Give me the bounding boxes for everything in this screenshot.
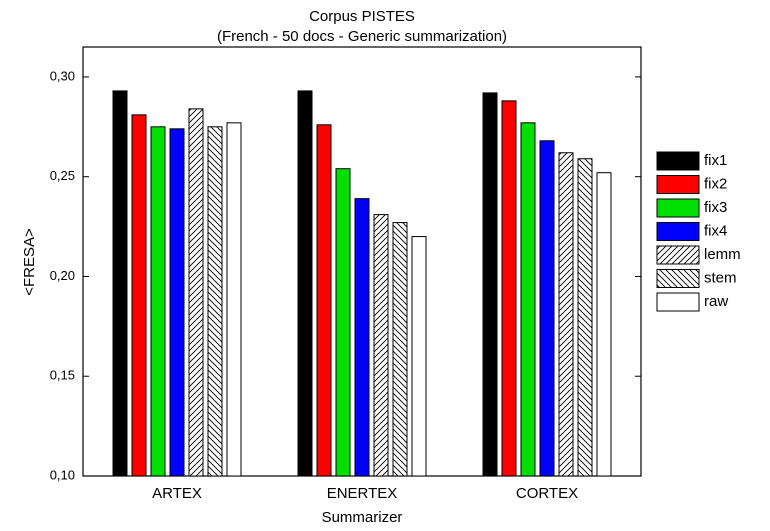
bar (188, 108, 204, 477)
bar (354, 198, 370, 477)
bar (112, 90, 128, 477)
bar (539, 140, 555, 477)
bar (411, 236, 427, 477)
bar (169, 128, 185, 477)
bar (131, 114, 147, 477)
legend-swatch (656, 269, 700, 288)
legend-swatch (656, 151, 700, 171)
legend-label: raw (704, 293, 728, 310)
legend-label: stem (704, 269, 737, 286)
y-tick-label: 0,30 (50, 68, 75, 83)
bar (596, 172, 612, 477)
y-tick-label: 0,10 (50, 467, 75, 482)
bar (482, 92, 498, 477)
legend-swatch (656, 175, 700, 194)
x-axis-label: Summarizer (322, 509, 403, 526)
bar (150, 126, 166, 477)
legend-swatch (656, 292, 700, 312)
legend-label: fix2 (704, 175, 727, 192)
x-tick-label: ENERTEX (327, 485, 398, 502)
x-tick-label: CORTEX (516, 485, 578, 502)
legend-label: fix1 (704, 152, 727, 169)
legend-swatch (656, 222, 700, 241)
bar (373, 214, 389, 477)
chart-subtitle: (French - 50 docs - Generic summarizatio… (217, 28, 507, 45)
bar (297, 90, 313, 477)
legend-label: lemm (704, 246, 741, 263)
legend-swatch (656, 198, 700, 218)
bar (577, 158, 593, 477)
legend-swatch (656, 245, 700, 265)
y-tick-label: 0,15 (50, 368, 75, 383)
legend-label: fix4 (704, 222, 727, 239)
bar (335, 168, 351, 477)
bar (226, 122, 242, 477)
bar (207, 126, 223, 477)
y-tick-label: 0,20 (50, 268, 75, 283)
bar (501, 100, 517, 477)
y-tick-label: 0,25 (50, 168, 75, 183)
bar (520, 122, 536, 477)
bar (316, 124, 332, 477)
x-tick-label: ARTEX (152, 485, 202, 502)
y-axis-label: <FRESA> (21, 228, 38, 296)
legend-label: fix3 (704, 199, 727, 216)
chart-title: Corpus PISTES (309, 8, 415, 25)
bar (392, 222, 408, 477)
bar (558, 152, 574, 477)
